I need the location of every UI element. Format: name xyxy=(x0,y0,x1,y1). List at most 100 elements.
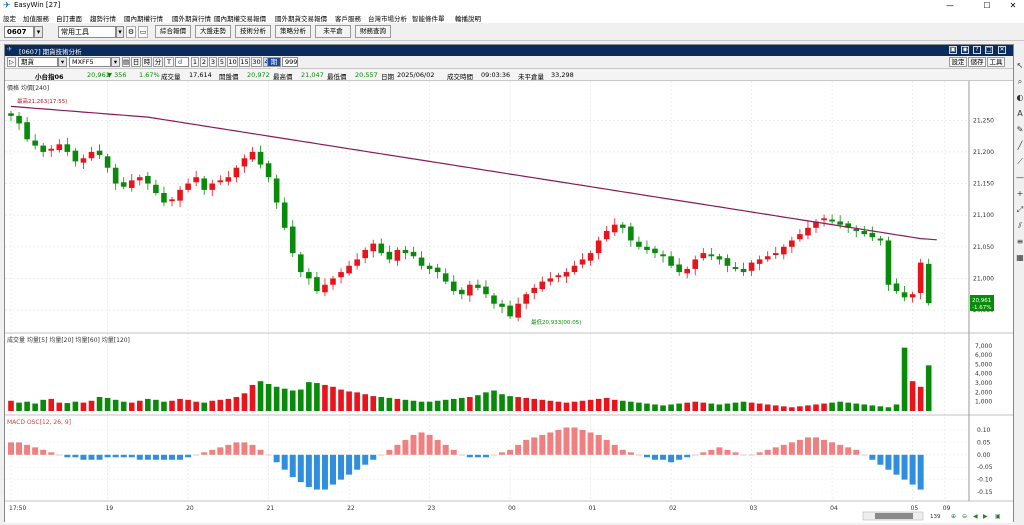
type-dropdown-icon[interactable]: ▾ xyxy=(58,57,67,67)
menu-customer-service[interactable]: 客戶服務 xyxy=(335,15,361,23)
time-tick-label: 19 xyxy=(106,505,114,512)
zoom-in-icon[interactable]: ⊕ xyxy=(951,513,956,520)
panel-maximize-icon[interactable]: □ xyxy=(985,46,993,54)
tool-select[interactable]: 常用工具 xyxy=(58,26,116,38)
strategy-analysis-button[interactable]: 策略分析 xyxy=(275,25,311,38)
period-minute[interactable]: 分 xyxy=(153,57,163,67)
color-icon[interactable]: ◐ xyxy=(1016,93,1024,102)
volume-bar xyxy=(24,401,30,411)
play-icon[interactable]: ▷ xyxy=(7,57,16,67)
chart-menu-icon[interactable]: ▣ xyxy=(995,513,1001,520)
volume-bar xyxy=(88,400,95,411)
min-2[interactable]: 2 xyxy=(200,57,208,67)
pen-icon[interactable]: ✎ xyxy=(1016,125,1024,134)
plus-icon[interactable]: + xyxy=(1016,189,1024,198)
menu-value-added[interactable]: 加值服務 xyxy=(23,15,49,23)
minimize-button[interactable]: — xyxy=(946,1,954,10)
tool-dropdown-icon[interactable]: ▾ xyxy=(116,26,124,38)
volume-bar xyxy=(692,401,699,411)
zoom-out-icon[interactable]: ⊖ xyxy=(962,513,967,520)
volume-bar xyxy=(112,399,119,411)
code-dropdown-icon[interactable]: ▾ xyxy=(34,26,43,38)
scroll-left-icon[interactable]: ◀ xyxy=(973,513,978,520)
menu-foreign-futures[interactable]: 國外期貨行情 xyxy=(172,15,211,23)
settings-button[interactable]: 設定 xyxy=(949,57,967,67)
code-input[interactable]: 0607 xyxy=(4,26,34,38)
type-select[interactable]: 期貨 xyxy=(18,57,58,67)
custom-period-input[interactable]: 999 xyxy=(282,57,298,67)
gear-icon[interactable]: ⚙ xyxy=(126,26,136,38)
grid-icon[interactable]: ▦ xyxy=(1016,253,1024,262)
trend-icon[interactable]: ⟋ xyxy=(1017,157,1023,166)
candle-body xyxy=(80,158,87,163)
period-tick[interactable]: T xyxy=(164,57,174,67)
technical-analysis-button[interactable]: 技術分析 xyxy=(235,25,271,38)
macd-bar xyxy=(909,454,916,485)
technical-chart[interactable]: 價格 均價[240] 成交量 均量[5] 均量[20] 均量[60] 均量[12… xyxy=(5,81,1013,523)
technical-analysis-panel: ✈ [0607] 期貨技術分析 ▣ ◉ ? □ ✕ ▷ 期貨 ▾ MXFF5 ▾… xyxy=(4,44,1014,523)
cursor-icon[interactable]: ↖ xyxy=(1016,61,1024,70)
menu-domestic-trading[interactable]: 國內期權交易報價 xyxy=(214,15,266,23)
market-trend-button[interactable]: 大盤走勢 xyxy=(195,25,231,38)
menu-taiwan-market[interactable]: 台灣市場分析 xyxy=(368,15,407,23)
volume-bar xyxy=(813,404,819,411)
macd-bar xyxy=(72,454,79,458)
financial-query-button[interactable]: 財務查詢 xyxy=(355,25,391,38)
title-bar: ✈ EasyWin [27] — ☐ ✕ xyxy=(0,0,1024,12)
min-1[interactable]: 1 xyxy=(191,57,199,67)
menu-domestic-options[interactable]: 國內期權行情 xyxy=(124,15,163,23)
panel-help-icon[interactable]: ? xyxy=(973,46,981,54)
chart-scroll-thumb[interactable] xyxy=(875,513,913,519)
menu-custom-screen[interactable]: 自訂畫面 xyxy=(56,15,82,23)
min-30[interactable]: 30 xyxy=(251,57,262,67)
min-3[interactable]: 3 xyxy=(209,57,217,67)
channel-icon[interactable]: ⫽ xyxy=(1018,221,1022,230)
volume-label: 成交量 xyxy=(161,73,181,81)
menu-carousel-help[interactable]: 輪播說明 xyxy=(455,15,481,23)
period-hour[interactable]: 時 xyxy=(142,57,152,67)
chart-type-icon[interactable]: ▤ xyxy=(122,57,130,67)
hline-icon[interactable]: — xyxy=(1016,173,1024,182)
combined-quote-button[interactable]: 綜合報價 xyxy=(155,25,191,38)
panel-close-icon[interactable]: ✕ xyxy=(998,46,1006,54)
volume-bar xyxy=(281,388,288,411)
macd-tick-label: 0.05 xyxy=(977,439,991,446)
time-tick-label: 02 xyxy=(669,505,677,512)
macd-axis: 0.10 0.05 0.00 -0.05 -0.10 -0.15 xyxy=(977,427,993,496)
interval-input[interactable]: d xyxy=(175,57,189,67)
min-10[interactable]: 10 xyxy=(227,57,238,67)
menu-trend-quotes[interactable]: 趨勢行情 xyxy=(90,15,116,23)
macd-bar xyxy=(603,439,610,455)
macd-bar xyxy=(764,449,771,455)
symbol-dropdown-icon[interactable]: ▾ xyxy=(111,57,120,67)
tools-button[interactable]: 工具 xyxy=(987,57,1005,67)
panel-pin-icon[interactable]: ◉ xyxy=(961,46,969,54)
macd-bar xyxy=(772,447,779,455)
candle-body xyxy=(265,163,272,178)
symbol-select[interactable]: MXFF5 xyxy=(69,57,111,67)
fib-icon[interactable]: ≡ xyxy=(1016,237,1024,246)
scroll-right-icon[interactable]: ▶ xyxy=(983,513,988,520)
period-day[interactable]: 日 xyxy=(131,57,141,67)
open-interest-button[interactable]: 未平倉 xyxy=(315,25,351,38)
candle-body xyxy=(338,272,344,278)
menu-foreign-trading[interactable]: 國外期貨交易報價 xyxy=(275,15,327,23)
maximize-button[interactable]: ☐ xyxy=(983,1,991,10)
menu-settings[interactable]: 設定 xyxy=(3,15,16,23)
window-icon[interactable]: ▭ xyxy=(138,26,148,38)
ray-icon[interactable]: ⤢ xyxy=(1016,205,1024,214)
custom-period-label[interactable]: 期間 xyxy=(267,57,281,74)
menu-smart-order[interactable]: 智能條件單 xyxy=(412,15,445,23)
line-icon[interactable]: ╱ xyxy=(1017,141,1023,150)
macd-bar xyxy=(201,452,208,455)
time-tick-label: 03 xyxy=(750,505,758,512)
panel-screen-icon[interactable]: ▣ xyxy=(949,46,957,54)
macd-bar xyxy=(660,454,667,460)
text-icon[interactable]: A xyxy=(1017,109,1023,118)
min-15[interactable]: 15 xyxy=(239,57,250,67)
volume-bar xyxy=(80,402,87,411)
close-button[interactable]: ✕ xyxy=(1009,1,1017,10)
save-button[interactable]: 儲存 xyxy=(968,57,986,67)
zoom-icon[interactable]: ⌕ xyxy=(1017,77,1023,86)
min-5[interactable]: 5 xyxy=(218,57,226,67)
